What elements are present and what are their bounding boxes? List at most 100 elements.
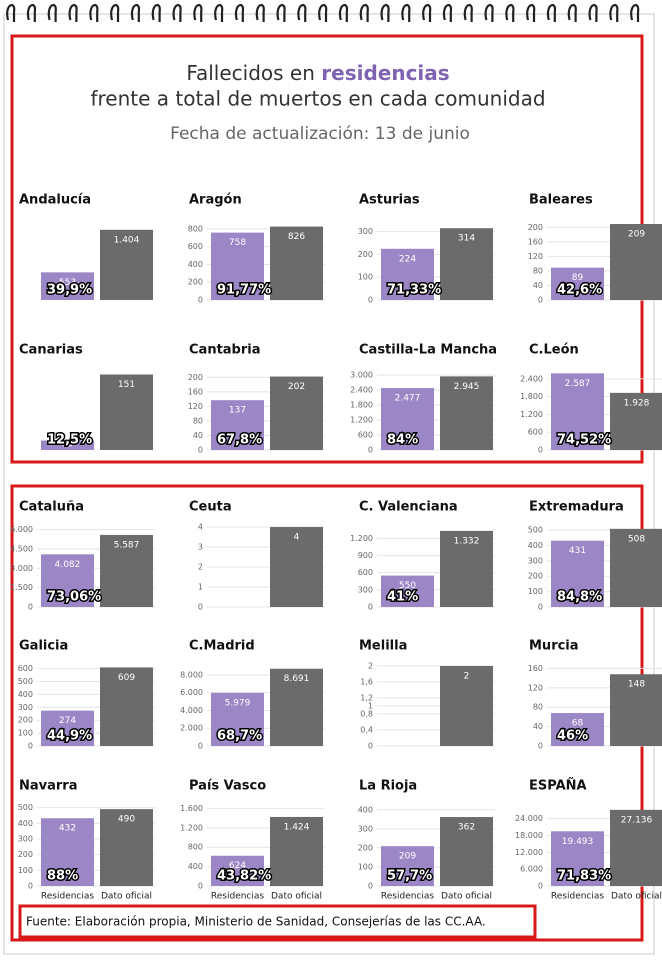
- percentage-label: 41%: [387, 590, 418, 605]
- y-tick-label: 200: [18, 850, 33, 859]
- y-tick-label: 4.000: [180, 706, 203, 715]
- value-label: 19: [62, 440, 74, 450]
- chart-title: Andalucía: [19, 193, 91, 208]
- value-label: 148: [628, 680, 645, 690]
- bar: [610, 392, 662, 450]
- percentage-label: 84,8%: [557, 590, 602, 605]
- source: Fuente: Elaboración propia, Ministerio d…: [26, 915, 486, 929]
- percentage-label: 68,7%: [217, 729, 262, 744]
- bar: [270, 376, 323, 450]
- chart-title: ESPAÑA: [529, 778, 587, 794]
- percentage-label: 46%: [557, 729, 588, 744]
- ring: [297, 3, 307, 22]
- ring: [318, 3, 328, 22]
- y-tick-label: 3.000: [350, 371, 373, 380]
- percentage-label: 71,83%: [557, 869, 611, 884]
- ring: [546, 3, 557, 22]
- title-line1: Fallecidos en residencias: [186, 61, 449, 85]
- y-tick-label: 400: [528, 541, 543, 550]
- percentage-label: 57,7%: [387, 869, 432, 884]
- y-tick-label: 800: [188, 224, 203, 233]
- bar: [440, 376, 493, 450]
- y-tick-label: 80: [533, 703, 543, 712]
- bar: [41, 440, 94, 450]
- ring: [151, 3, 161, 22]
- chart-title: Melilla: [359, 639, 407, 654]
- y-tick-label: 120: [188, 402, 203, 411]
- value-label: 1.332: [454, 536, 480, 546]
- bar: [41, 818, 94, 886]
- y-tick-label: 1.800: [350, 401, 373, 410]
- y-tick-label: 100: [528, 587, 543, 596]
- ring: [68, 3, 78, 22]
- ring: [26, 3, 37, 22]
- percentage-label: 71,33%: [387, 283, 441, 298]
- value-label: 431: [569, 546, 586, 556]
- value-label: 624: [229, 861, 246, 871]
- value-label: 2.945: [454, 382, 480, 392]
- y-tick-label: 160: [528, 664, 543, 673]
- value-label: 137: [229, 406, 246, 416]
- y-tick-label: 160: [528, 237, 543, 246]
- chart-title: C. Valenciana: [359, 500, 458, 515]
- y-tick-label: 18.000: [515, 831, 543, 840]
- bar: [440, 817, 493, 886]
- value-label: 490: [118, 815, 135, 825]
- y-tick-label: 0: [368, 882, 373, 891]
- y-tick-label: 300: [358, 227, 373, 236]
- value-label: 1.404: [114, 235, 140, 245]
- x-tick-label: Residencias: [551, 892, 604, 902]
- bar: [440, 228, 493, 300]
- y-tick-label: 500: [18, 803, 33, 812]
- y-tick-label: 3.000: [10, 564, 33, 573]
- y-tick-label: 1: [198, 583, 203, 592]
- y-tick-label: 400: [188, 260, 203, 269]
- ring: [526, 3, 536, 22]
- chart-title: Murcia: [529, 639, 579, 654]
- chart-title: Baleares: [529, 193, 593, 208]
- y-tick-label: 0: [538, 603, 543, 612]
- ring: [567, 3, 577, 22]
- y-tick-label: 0: [198, 446, 203, 455]
- value-label: 274: [59, 716, 76, 726]
- chart-title: Cataluña: [19, 500, 84, 515]
- y-tick-label: 0: [198, 882, 203, 891]
- y-tick-label: 1: [368, 702, 373, 711]
- y-tick-label: 40: [193, 431, 203, 440]
- y-tick-label: 3: [198, 543, 203, 552]
- y-tick-label: 100: [18, 866, 33, 875]
- value-label: 202: [288, 382, 305, 392]
- y-tick-label: 1.200: [520, 410, 543, 419]
- y-tick-label: 2.000: [180, 724, 203, 733]
- binding: [6, 3, 640, 22]
- value-label: 508: [628, 534, 645, 544]
- y-tick-label: 0: [538, 446, 543, 455]
- bar: [211, 855, 264, 886]
- y-tick-label: 600: [18, 664, 33, 673]
- chart-title: C.Madrid: [189, 639, 255, 654]
- y-tick-label: 0: [28, 603, 33, 612]
- x-tick-label: Dato oficial: [441, 892, 492, 902]
- bar: [41, 272, 94, 300]
- percentage-label: 91,77%: [217, 283, 271, 298]
- x-tick-label: Residencias: [381, 892, 434, 902]
- y-tick-label: 400: [18, 690, 33, 699]
- y-tick-label: 4.500: [10, 544, 33, 553]
- y-tick-label: 2.400: [350, 386, 373, 395]
- ring: [172, 3, 182, 22]
- y-tick-label: 40: [533, 722, 543, 731]
- y-tick-label: 400: [18, 819, 33, 828]
- y-tick-label: 200: [358, 250, 373, 259]
- bar: [270, 226, 323, 300]
- y-tick-label: 0: [198, 742, 203, 751]
- bar: [381, 388, 434, 450]
- percentage-label: 43,82%: [217, 869, 271, 884]
- bar: [100, 374, 153, 450]
- percentage-label: 39,9%: [47, 283, 92, 298]
- y-tick-label: 2: [368, 662, 373, 671]
- value-label: 553: [59, 278, 76, 288]
- value-label: 550: [399, 581, 416, 591]
- chart-title: Galicia: [19, 639, 68, 654]
- value-label: 68: [572, 719, 584, 729]
